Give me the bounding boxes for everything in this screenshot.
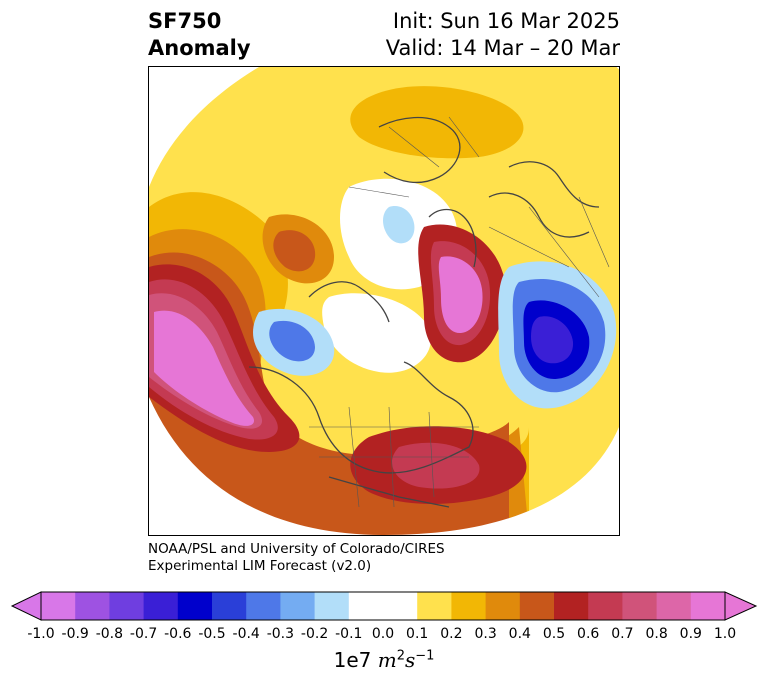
credit-line-1: NOAA/PSL and University of Colorado/CIRE…: [148, 541, 445, 557]
colorbar-cell: [656, 592, 692, 620]
colorbar-cell: [348, 592, 384, 620]
colorbar-tick-label: 0.1: [406, 626, 429, 642]
field-us-positive-core: [391, 442, 480, 489]
colorbar-cell: [588, 592, 623, 620]
credit-text: NOAA/PSL and University of Colorado/CIRE…: [148, 541, 445, 575]
colorbar-tick-label: -0.3: [266, 626, 295, 642]
colorbar-cell: [177, 592, 213, 620]
colorbar-cell: [451, 592, 487, 620]
colorbar-tick-label: -0.8: [95, 626, 124, 642]
valid-dates: Valid: 14 Mar – 20 Mar: [385, 36, 620, 60]
colorbar-cell: [280, 592, 316, 620]
variable-name: SF750: [148, 9, 222, 33]
colorbar-cell: [314, 592, 350, 620]
colorbar-cell: [485, 592, 521, 620]
colorbar-tick-label: -0.4: [232, 626, 260, 642]
units-s: s: [404, 648, 416, 672]
colorbar-outline: [40, 591, 726, 621]
colorbar-cell: [519, 592, 555, 620]
map-outside-right: [384, 427, 619, 535]
colorbar-tick-label: 0.4: [508, 626, 531, 642]
colorbar-tick-label: 0.7: [611, 626, 634, 642]
map-outside-top-left: [149, 67, 259, 187]
colorbar-cell: [75, 592, 110, 620]
colorbar-tick-label: 0.6: [577, 626, 600, 642]
colorbar-extend-max: [724, 591, 758, 621]
coastlines: [248, 116, 600, 508]
subtitle: Anomaly: [148, 36, 251, 60]
field-asia-positive: [350, 86, 524, 159]
colorbar-units: 1e7 m2s−1: [0, 648, 768, 672]
borders: [309, 116, 610, 508]
colorbar-cell: [109, 592, 145, 620]
field-siberia-negative-peak: [531, 316, 574, 364]
colorbar-cell: [417, 592, 452, 620]
colorbar-tick-label: -0.1: [335, 626, 363, 642]
units-exp-1: 2: [396, 648, 405, 664]
units-m: m: [377, 648, 397, 672]
colorbar-tick-label: -0.5: [198, 626, 226, 642]
colorbar: [10, 591, 758, 621]
units-exp-2: −1: [415, 648, 435, 664]
field-canada-positive-core: [273, 230, 316, 272]
colorbar-tick-label: -0.6: [164, 626, 192, 642]
colorbar-cell: [554, 592, 589, 620]
field-mid-neutral: [322, 293, 431, 373]
colorbar-tick-label: 1.0: [713, 626, 737, 642]
colorbar-extend-min: [10, 591, 42, 621]
colorbar-cell: [622, 592, 658, 620]
colorbar-cell: [41, 592, 76, 620]
colorbar-cell: [383, 592, 418, 620]
colorbar-tick-label: -0.2: [300, 626, 329, 642]
init-date: Init: Sun 16 Mar 2025: [392, 9, 620, 33]
colorbar-cell: [690, 592, 726, 620]
colorbar-tick-label: -1.0: [27, 626, 55, 642]
credit-line-2: Experimental LIM Forecast (v2.0): [148, 558, 372, 574]
colorbar-cell: [212, 592, 247, 620]
units-prefix: 1e7: [333, 648, 372, 672]
field-eurasia-positive-core: [438, 256, 483, 334]
colorbar-tick-label: 0.0: [371, 626, 395, 642]
colorbar-tick-label: 0.8: [645, 626, 668, 642]
colorbar-tick-label: -0.7: [129, 626, 158, 642]
map-panel: [148, 66, 620, 536]
colorbar-tick-label: 0.3: [474, 626, 497, 642]
chart-title: SF750 Anomaly: [148, 8, 251, 62]
colorbar-tick-label: 0.5: [542, 626, 566, 642]
colorbar-ticks: -1.0 -0.9 -0.8 -0.7 -0.6 -0.5 -0.4 -0.3 -0.2 -0.1…: [0, 626, 768, 646]
colorbar-tick-label: -0.9: [61, 626, 89, 642]
colorbar-tick-label: 0.9: [679, 626, 702, 642]
map-outside-left: [149, 397, 384, 535]
field-arctic-negative: [383, 206, 415, 244]
colorbar-cell: [143, 592, 179, 620]
field-alaska-negative-core: [269, 320, 315, 362]
colorbar-cell: [246, 592, 281, 620]
colorbar-tick-label: 0.2: [440, 626, 463, 642]
anomaly-map: [149, 67, 619, 535]
forecast-dates: Init: Sun 16 Mar 2025 Valid: 14 Mar – 20…: [386, 8, 620, 62]
field-band-0-9: [154, 310, 255, 426]
